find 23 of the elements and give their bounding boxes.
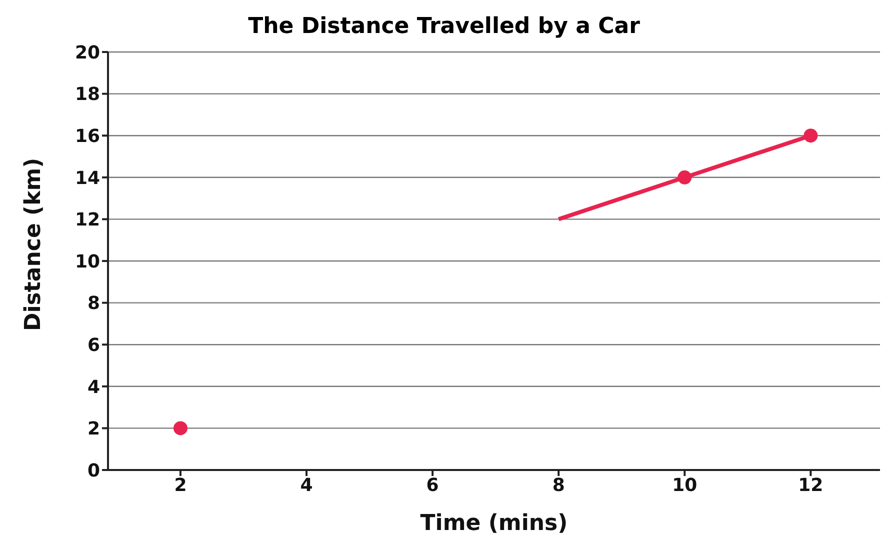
y-tick-label: 12 <box>74 210 100 231</box>
chart-title: The Distance Travelled by a Car <box>247 14 641 39</box>
y-tick-label: 8 <box>87 293 100 314</box>
y-tick-label: 16 <box>74 126 100 147</box>
point <box>173 421 188 436</box>
point <box>678 170 692 184</box>
y-tick-label: 6 <box>87 334 100 356</box>
x-tick-label: 6 <box>426 474 439 496</box>
x-tick-label: 4 <box>300 474 313 496</box>
y-tick-label: 4 <box>87 376 100 398</box>
y-tick-label: 0 <box>87 460 100 482</box>
y-tick-label: 2 <box>87 418 100 440</box>
x-tick-label: 12 <box>798 474 824 496</box>
x-tick-label: 2 <box>174 474 187 496</box>
point <box>804 128 818 143</box>
y-tick-label: 18 <box>74 84 100 106</box>
y-tick-label: 14 <box>74 168 100 189</box>
x-axis-title: Time (mins) <box>420 511 568 536</box>
y-tick-label: 20 <box>74 42 100 64</box>
y-axis-title: Distance (km) <box>20 158 46 331</box>
y-tick-label: 10 <box>74 251 100 272</box>
x-tick-label: 10 <box>672 474 698 496</box>
x-tick-label: 8 <box>552 474 565 496</box>
